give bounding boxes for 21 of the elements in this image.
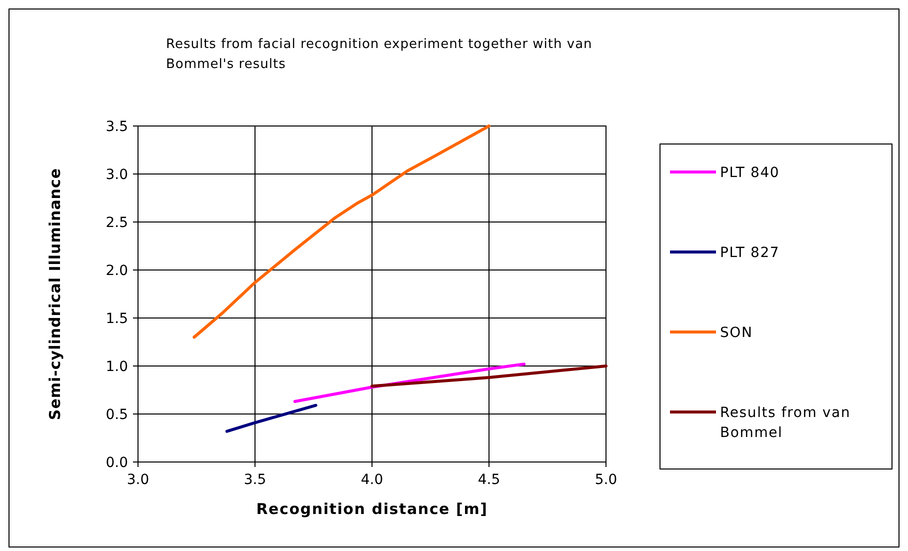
y-tick-label: 3.0 [106,167,128,183]
y-tick-label: 1.5 [106,311,128,327]
y-tick-label: 1.0 [106,359,128,375]
y-tick-label: 3.5 [106,119,128,135]
x-axis-title: Recognition distance [m] [256,500,488,518]
y-tick-label: 0.0 [106,455,128,471]
x-tick-label: 5.0 [594,472,618,488]
legend-label: PLT 840 [720,165,780,181]
legend-label: PLT 827 [720,245,780,261]
y-tick-label: 2.0 [106,263,128,279]
chart-title: Results from facial recognition experiment together with van Bommel's results [166,37,592,72]
x-tick-label: 3.5 [244,472,266,488]
x-tick-label: 4.5 [478,472,500,488]
x-tick-label: 3.0 [126,472,150,488]
line-series [192,124,490,339]
y-tick-label: 2.5 [106,215,128,231]
y-axis-title: Semi-cylindrical Illuminance [46,168,64,420]
x-tick-label: 4.0 [360,472,384,488]
legend-label: SON [720,325,753,341]
legend-label: Results from van Bommel [720,405,851,441]
y-tick-label: 0.5 [106,407,128,423]
